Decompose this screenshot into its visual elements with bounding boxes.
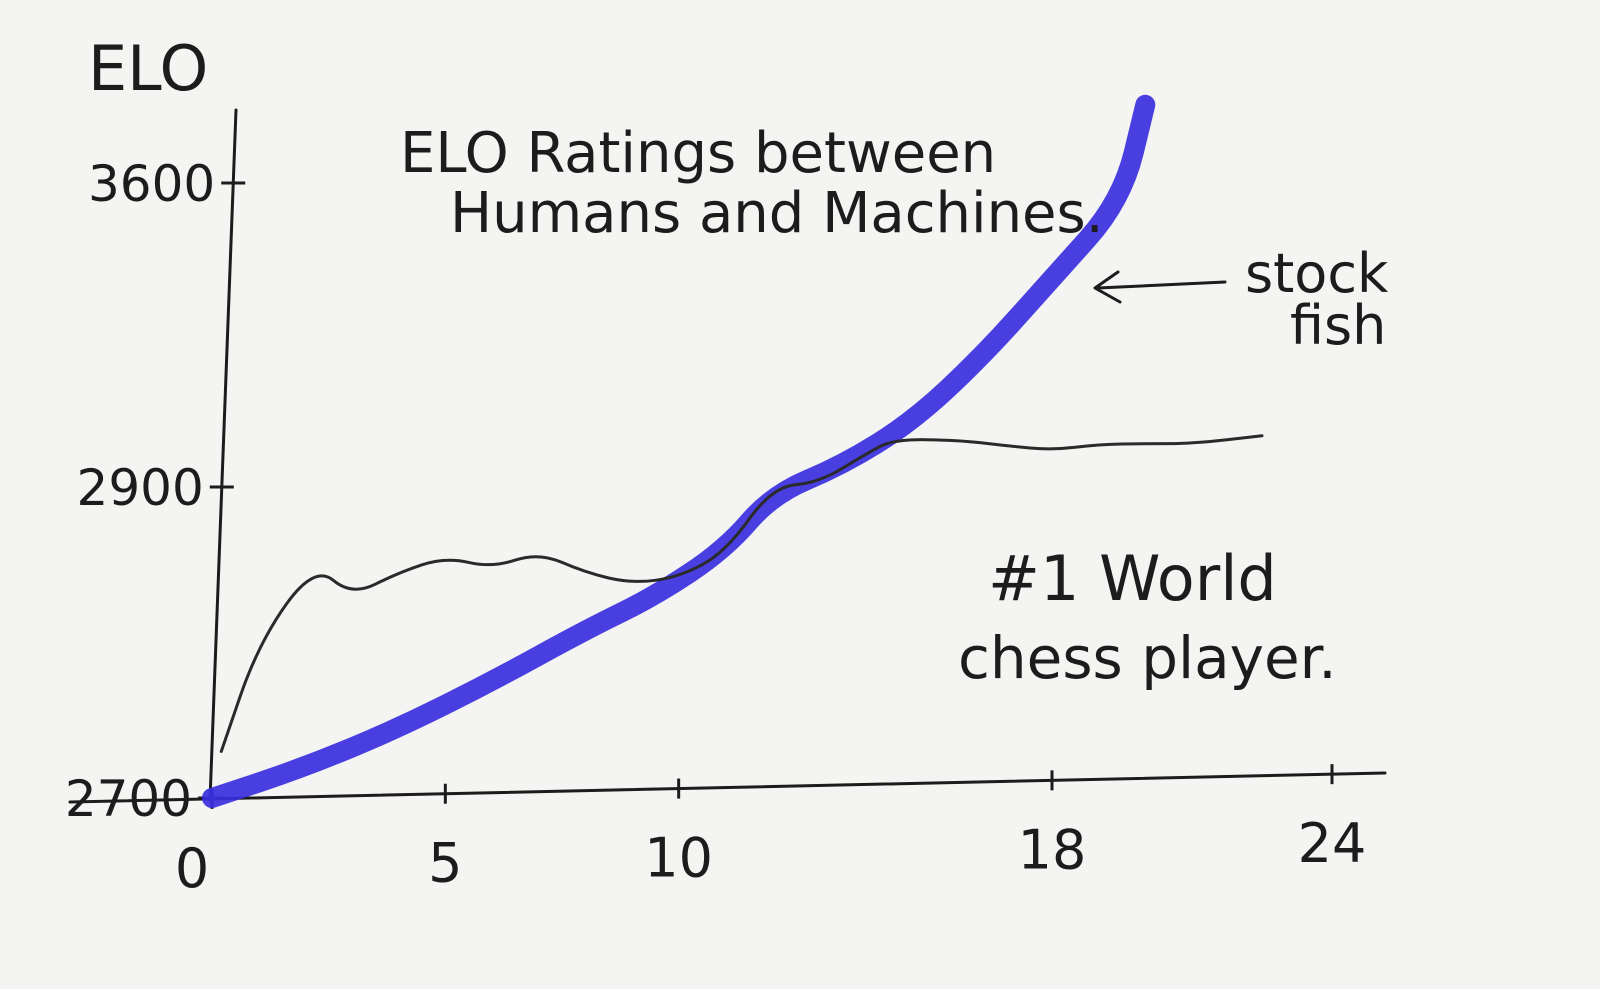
arrow-icon xyxy=(1093,270,1227,304)
series-line-world-champion xyxy=(219,434,1264,753)
stockfish-label-line-1: stock xyxy=(1245,242,1389,305)
x-ticks: 0 5 10 18 24 xyxy=(175,764,1367,900)
world-player-label-line-2: chess player. xyxy=(958,624,1337,692)
chart-title-line-1: ELO Ratings between xyxy=(400,121,996,186)
y-tick-label: 2700 xyxy=(65,770,192,828)
x-tick-label: 5 xyxy=(428,832,462,895)
y-ticks: 2700 2900 3600 xyxy=(65,155,246,828)
x-tick-label: 24 xyxy=(1298,812,1367,875)
x-axis xyxy=(68,771,1387,804)
series-layer xyxy=(202,94,1264,808)
stockfish-label-line-2: fish xyxy=(1290,294,1386,357)
world-player-annotation: #1 World chess player. xyxy=(958,542,1337,692)
y-tick-label: 2900 xyxy=(77,459,204,517)
chart-title-line-2: Humans and Machines. xyxy=(450,181,1104,246)
x-tick-label: 18 xyxy=(1018,818,1087,881)
axes xyxy=(68,108,1387,804)
stockfish-annotation: stock fish xyxy=(1093,242,1389,357)
x-tick-label: 10 xyxy=(644,827,713,890)
y-axis-label: ELO xyxy=(88,32,208,105)
y-axis xyxy=(208,108,238,802)
world-player-label-line-1: #1 World xyxy=(988,542,1277,615)
y-tick-label: 3600 xyxy=(88,155,215,213)
x-tick-label: 0 xyxy=(175,837,209,900)
